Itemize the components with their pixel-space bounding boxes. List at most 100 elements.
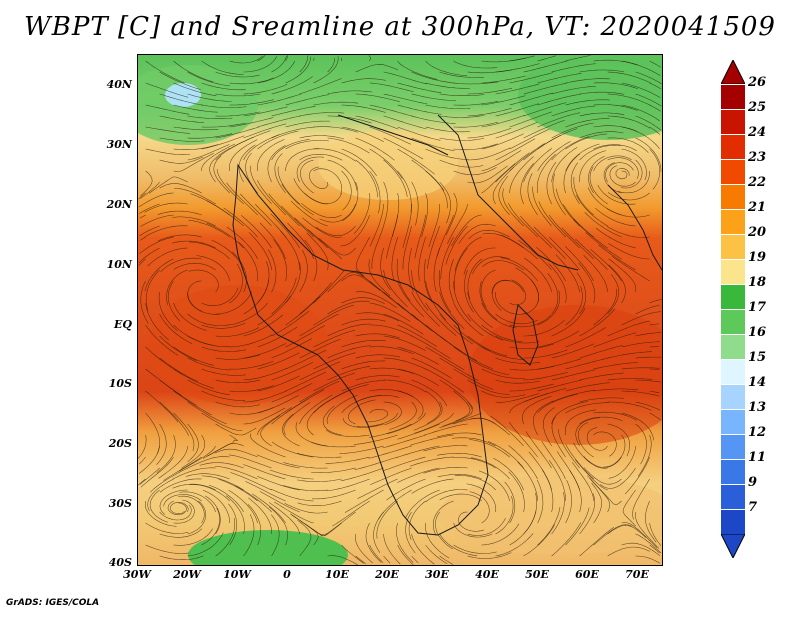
streamline bbox=[523, 349, 568, 359]
streamline bbox=[397, 280, 425, 317]
streamline bbox=[551, 492, 565, 535]
streamline bbox=[624, 456, 650, 495]
streamline bbox=[439, 71, 484, 78]
streamline bbox=[617, 171, 650, 194]
streamline bbox=[327, 384, 369, 403]
streamline bbox=[432, 500, 454, 536]
streamline bbox=[238, 144, 256, 183]
streamline bbox=[590, 248, 622, 282]
streamline bbox=[397, 467, 440, 483]
color-bar-cell bbox=[721, 109, 745, 134]
streamline bbox=[425, 104, 471, 109]
streamline bbox=[453, 100, 499, 106]
streamline bbox=[411, 533, 435, 565]
streamline bbox=[311, 442, 356, 448]
streamline bbox=[481, 523, 520, 546]
streamline bbox=[311, 467, 356, 473]
streamline bbox=[355, 533, 373, 564]
streamline bbox=[271, 139, 310, 161]
streamline bbox=[302, 217, 342, 238]
streamline bbox=[173, 499, 195, 524]
streamline bbox=[271, 338, 313, 359]
streamline bbox=[607, 546, 650, 557]
color-bar-cell bbox=[721, 459, 745, 484]
streamline bbox=[315, 225, 356, 236]
streamline bbox=[187, 93, 232, 102]
streamline bbox=[383, 456, 426, 472]
streamline bbox=[271, 441, 314, 458]
streamline bbox=[257, 352, 300, 370]
streamline bbox=[523, 82, 568, 95]
streamline bbox=[327, 366, 371, 381]
green-patch-ne bbox=[518, 55, 662, 140]
streamline bbox=[579, 372, 624, 381]
streamline bbox=[523, 278, 539, 315]
streamline bbox=[299, 135, 344, 140]
streamline bbox=[167, 500, 187, 516]
legend-bottom-arrow bbox=[721, 534, 745, 558]
streamline bbox=[583, 255, 608, 293]
streamline bbox=[482, 260, 524, 271]
streamline bbox=[607, 320, 650, 337]
streamline bbox=[299, 380, 340, 403]
streamline bbox=[285, 140, 329, 150]
streamline bbox=[397, 170, 412, 213]
streamline bbox=[635, 423, 647, 465]
streamline bbox=[271, 56, 287, 73]
streamline bbox=[313, 389, 352, 414]
streamline bbox=[495, 83, 540, 95]
streamline bbox=[173, 144, 218, 150]
streamline bbox=[397, 390, 424, 420]
streamline bbox=[138, 192, 174, 208]
streamline bbox=[607, 274, 619, 315]
streamline bbox=[453, 544, 497, 554]
streamline bbox=[397, 104, 442, 115]
streamline bbox=[523, 257, 552, 293]
pale-patch-nafrica bbox=[318, 130, 458, 200]
streamline bbox=[201, 475, 244, 491]
streamline bbox=[579, 145, 621, 161]
streamline bbox=[313, 270, 345, 304]
streamline bbox=[453, 81, 499, 85]
streamline bbox=[285, 94, 330, 106]
streamline bbox=[588, 156, 605, 194]
streamline bbox=[593, 82, 638, 89]
streamline bbox=[481, 95, 526, 106]
streamline bbox=[551, 147, 578, 183]
streamline bbox=[423, 467, 468, 474]
streamline bbox=[148, 176, 188, 194]
streamline bbox=[551, 63, 596, 73]
streamline bbox=[257, 130, 299, 150]
streamline bbox=[548, 215, 580, 249]
streamline bbox=[243, 343, 286, 359]
streamline bbox=[509, 422, 538, 458]
streamline bbox=[145, 269, 160, 311]
streamline bbox=[445, 192, 458, 236]
streamline bbox=[593, 362, 638, 370]
streamline bbox=[579, 150, 607, 183]
streamline bbox=[202, 443, 244, 459]
streamline bbox=[215, 111, 261, 117]
streamline bbox=[637, 434, 652, 477]
streamline bbox=[215, 126, 260, 139]
streamline bbox=[285, 349, 327, 370]
streamline bbox=[167, 280, 181, 322]
streamline bbox=[353, 192, 371, 234]
streamline bbox=[299, 282, 332, 315]
streamline bbox=[145, 126, 191, 134]
streamline bbox=[267, 145, 286, 183]
streamline bbox=[274, 153, 286, 194]
streamline bbox=[482, 233, 524, 249]
streamline bbox=[214, 466, 258, 480]
streamline bbox=[649, 544, 660, 554]
streamline bbox=[187, 313, 230, 326]
streamline bbox=[481, 75, 526, 84]
streamline bbox=[240, 193, 272, 227]
streamline bbox=[481, 163, 516, 194]
streamline bbox=[257, 60, 296, 84]
streamline bbox=[243, 407, 286, 425]
streamline bbox=[621, 412, 654, 441]
color-bar-label: 9 bbox=[748, 475, 758, 490]
color-bar-cell bbox=[721, 384, 745, 409]
streamline bbox=[411, 357, 452, 379]
